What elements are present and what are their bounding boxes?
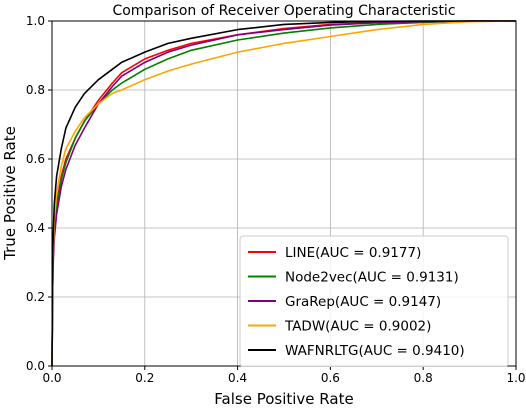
series-line xyxy=(51,20,516,367)
legend-label: LINE(AUC = 0.9177) xyxy=(285,245,421,261)
ticks: 0.0 0.2 0.4 0.6 0.8 1.0 0.0 0.2 0.4 0.6 0.8 1.0 xyxy=(26,14,526,385)
series-line xyxy=(51,20,516,367)
x-tick-label: 0.2 xyxy=(135,371,154,385)
x-tick-label: 0.0 xyxy=(42,371,61,385)
chart-title: Comparison of Receiver Operating Charact… xyxy=(112,3,455,19)
x-tick-label: 0.6 xyxy=(321,371,340,385)
series-lines xyxy=(51,20,517,367)
legend-box xyxy=(239,235,509,367)
legend: LINE(AUC = 0.9177) Node2vec(AUC = 0.9131)… xyxy=(239,235,509,367)
grid xyxy=(51,20,517,367)
y-tick-label: 1.0 xyxy=(26,14,45,28)
x-tick-label: 0.4 xyxy=(228,371,247,385)
legend-label: Node2vec(AUC = 0.9131) xyxy=(285,270,459,286)
x-tick-label: 1.0 xyxy=(506,371,525,385)
legend-label: GraRep(AUC = 0.9147) xyxy=(285,294,441,310)
y-tick-label: 0.6 xyxy=(26,152,45,166)
y-tick-label: 0.4 xyxy=(26,221,45,235)
y-tick-label: 0.0 xyxy=(26,359,45,373)
legend-label: WAFNRLTG(AUC = 0.9410) xyxy=(285,343,465,359)
x-axis-label: False Positive Rate xyxy=(214,390,353,408)
y-tick-label: 0.2 xyxy=(26,290,45,304)
y-tick-label: 0.8 xyxy=(26,83,45,97)
x-tick-label: 0.8 xyxy=(414,371,433,385)
legend-label: TADW(AUC = 0.9002) xyxy=(284,319,431,335)
series-line xyxy=(51,20,517,367)
y-axis-label: True Positive Rate xyxy=(1,126,19,261)
series-line xyxy=(51,20,516,367)
